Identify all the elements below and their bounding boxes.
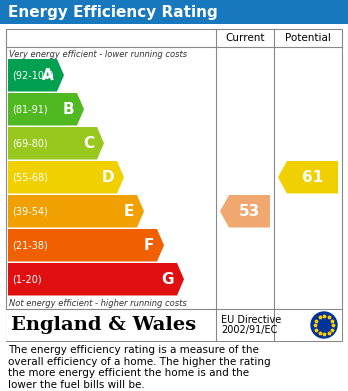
Text: (21-38): (21-38) [12,240,48,250]
Text: 2002/91/EC: 2002/91/EC [221,325,277,335]
Text: G: G [161,272,174,287]
Polygon shape [8,59,64,91]
Text: C: C [83,136,94,151]
Polygon shape [8,93,84,126]
Text: E: E [124,204,134,219]
Polygon shape [8,263,184,296]
Text: England & Wales: England & Wales [11,316,196,334]
Text: (69-80): (69-80) [12,138,48,148]
Text: Potential: Potential [285,33,331,43]
Polygon shape [8,161,124,194]
Text: (39-54): (39-54) [12,206,48,216]
Text: Not energy efficient - higher running costs: Not energy efficient - higher running co… [9,299,187,308]
Text: Energy Efficiency Rating: Energy Efficiency Rating [8,5,218,20]
Circle shape [311,312,337,338]
Text: (55-68): (55-68) [12,172,48,182]
Polygon shape [278,161,338,194]
Polygon shape [8,229,164,262]
Bar [6,29,342,341]
Text: 61: 61 [302,170,323,185]
Polygon shape [8,127,104,160]
Text: The energy efficiency rating is a measure of the
overall efficiency of a home. T: The energy efficiency rating is a measur… [8,345,271,390]
Text: (1-20): (1-20) [12,274,42,284]
Text: D: D [101,170,114,185]
Bar [0,0,348,24]
Text: Current: Current [225,33,265,43]
Polygon shape [8,195,144,228]
Text: F: F [144,238,154,253]
Text: B: B [62,102,74,117]
Text: A: A [42,68,54,83]
Text: (81-91): (81-91) [12,104,48,114]
Text: 53: 53 [239,204,260,219]
Text: Very energy efficient - lower running costs: Very energy efficient - lower running co… [9,50,187,59]
Polygon shape [220,195,270,228]
Text: EU Directive: EU Directive [221,315,281,325]
Text: (92-100): (92-100) [12,70,54,80]
Bar [6,309,342,341]
